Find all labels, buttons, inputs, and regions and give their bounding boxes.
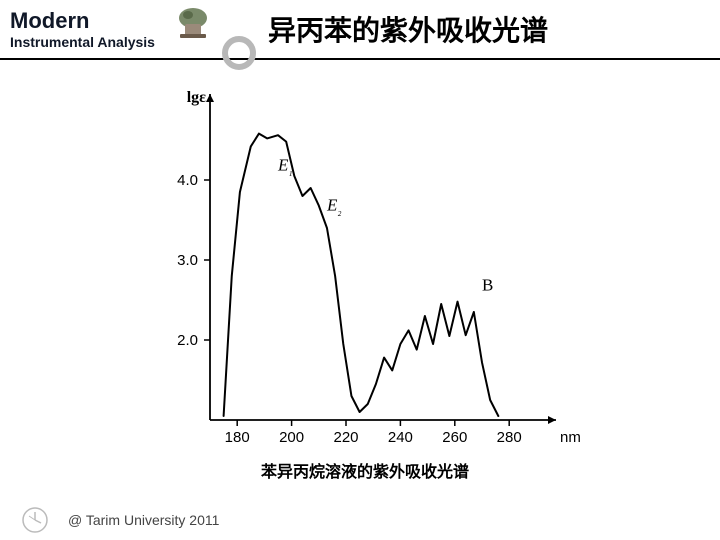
slide-title: 异丙苯的紫外吸收光谱 [220, 9, 720, 49]
chart-annotation: E₂ [326, 195, 342, 216]
footer: @ Tarim University 2011 [0, 500, 720, 540]
uv-spectrum-chart: 180200220240260280nm2.03.04.0lgεE₁E₂B 苯异… [150, 80, 580, 480]
svg-text:280: 280 [497, 429, 522, 446]
svg-text:180: 180 [225, 429, 250, 446]
svg-text:3.0: 3.0 [177, 252, 198, 269]
svg-text:200: 200 [279, 429, 304, 446]
svg-text:260: 260 [442, 429, 467, 446]
svg-text:4.0: 4.0 [177, 172, 198, 189]
chart-annotation: B [482, 275, 493, 294]
svg-text:240: 240 [388, 429, 413, 446]
svg-text:nm: nm [560, 429, 580, 446]
footer-text: @ Tarim University 2011 [68, 512, 219, 528]
svg-text:2.0: 2.0 [177, 332, 198, 349]
chart-caption: 苯异丙烷溶液的紫外吸收光谱 [150, 458, 580, 482]
svg-text:lgε: lgε [187, 89, 206, 106]
instrument-icon [170, 0, 216, 46]
svg-text:220: 220 [333, 429, 358, 446]
clock-icon [20, 505, 50, 535]
header: Modern Instrumental Analysis 异丙苯的紫外吸收光谱 [0, 0, 720, 60]
header-circle-decoration [222, 36, 256, 70]
